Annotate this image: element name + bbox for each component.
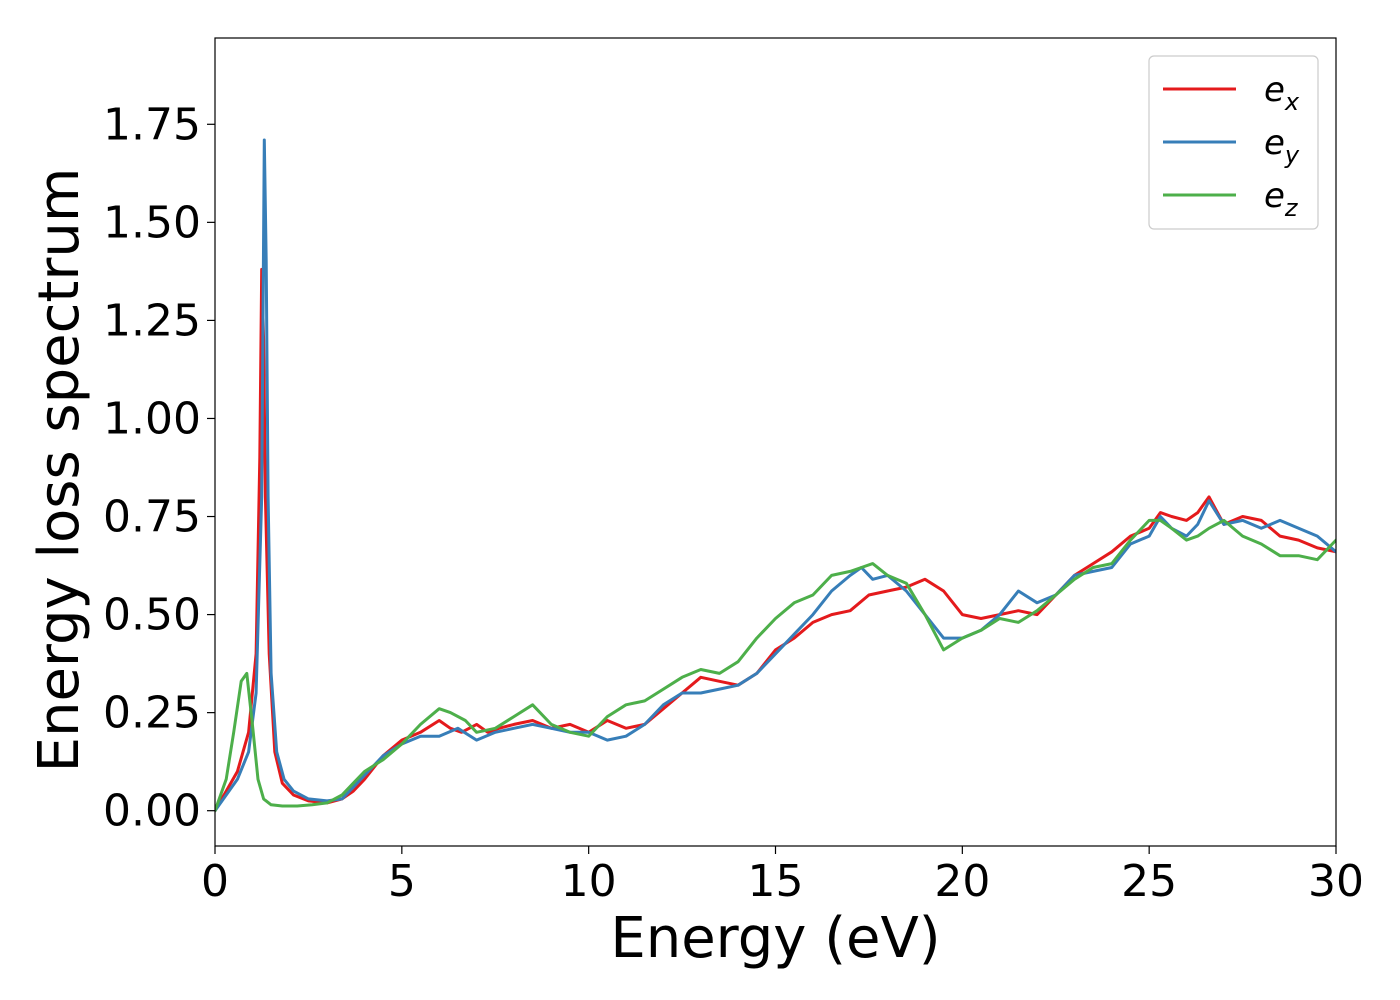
series-line-y [215,138,1336,813]
legend-label-z: ez [1264,176,1299,222]
x-axis: 0 5 10 15 20 25 30 [201,846,1364,907]
y-tick-label: 0.75 [103,492,201,543]
x-tick-label: 30 [1308,856,1364,907]
x-tick-label: 5 [388,856,416,907]
series-layer [215,138,1336,813]
x-tick-label: 15 [748,856,804,907]
y-tick-label: 1.25 [103,295,201,346]
legend-label-x: ex [1264,70,1300,116]
x-tick-label: 25 [1121,856,1177,907]
legend: ex ey ez [1148,55,1319,230]
x-tick-label: 20 [934,856,990,907]
series-line-x [215,267,1336,813]
y-tick-label: 0.50 [103,590,201,641]
y-axis: 0.00 0.25 0.50 0.75 1.00 1.25 1.50 1.75 [103,99,215,837]
x-tick-label: 0 [201,856,229,907]
y-tick-label: 0.25 [103,688,201,739]
x-axis-label: Energy (eV) [610,906,940,971]
series-line-z [215,518,1336,813]
x-tick-label: 10 [561,856,617,907]
y-axis-label: Energy loss spectrum [27,168,92,773]
y-tick-label: 1.75 [103,99,201,150]
y-tick-label: 0.00 [103,786,201,837]
y-tick-label: 1.00 [103,393,201,444]
y-tick-label: 1.50 [103,197,201,248]
legend-label-y: ey [1264,123,1300,169]
